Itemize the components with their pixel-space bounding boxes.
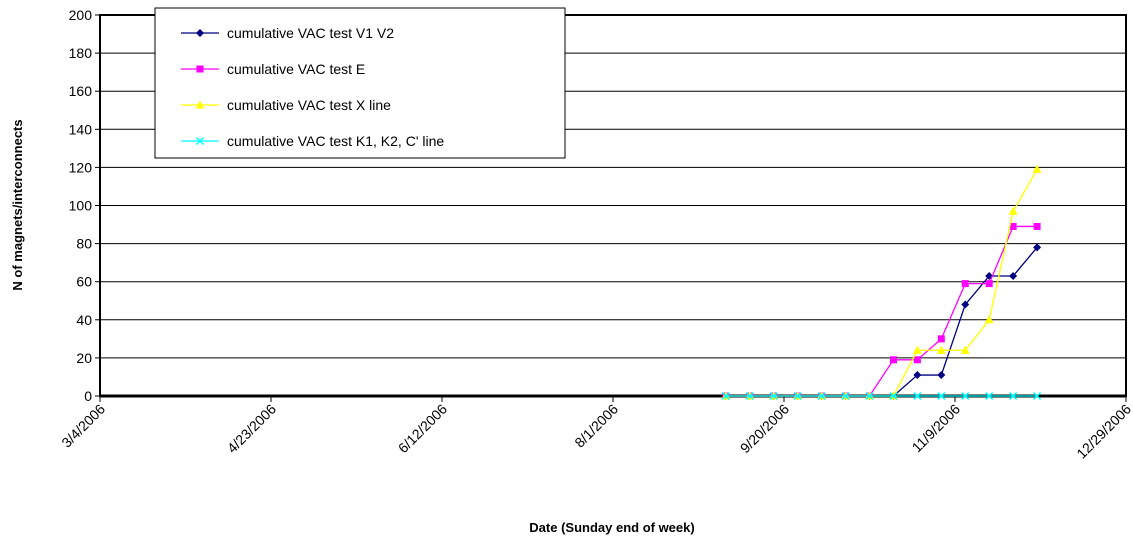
marker bbox=[913, 391, 922, 401]
marker bbox=[1033, 391, 1042, 401]
marker bbox=[1032, 164, 1042, 173]
y-tick-label: 40 bbox=[76, 312, 92, 328]
x-axis-label: Date (Sunday end of week) bbox=[529, 520, 694, 535]
y-axis-label: N of magnets/interconnects bbox=[10, 119, 25, 290]
marker bbox=[196, 29, 204, 37]
x-tick-label: 9/20/2006 bbox=[737, 401, 793, 457]
marker bbox=[196, 65, 204, 73]
marker bbox=[1033, 222, 1041, 230]
marker bbox=[865, 391, 874, 401]
x-tick-label: 11/9/2006 bbox=[908, 401, 963, 456]
y-tick-label: 0 bbox=[84, 388, 92, 404]
marker bbox=[195, 100, 205, 109]
marker bbox=[1009, 391, 1018, 401]
marker bbox=[985, 391, 994, 401]
marker bbox=[961, 300, 970, 309]
y-tick-label: 100 bbox=[69, 198, 93, 214]
marker bbox=[1008, 206, 1018, 215]
y-tick-label: 180 bbox=[69, 45, 93, 61]
legend-label: cumulative VAC test V1 V2 bbox=[227, 25, 394, 41]
series-line bbox=[725, 225, 1038, 397]
marker bbox=[961, 391, 970, 401]
legend-box bbox=[154, 7, 566, 159]
legend-label: cumulative VAC test K1, K2, C' line bbox=[227, 133, 444, 149]
y-tick-label: 60 bbox=[76, 274, 92, 290]
marker bbox=[913, 371, 922, 380]
x-tick-label: 3/4/2006 bbox=[58, 401, 108, 451]
marker bbox=[1033, 243, 1042, 252]
marker bbox=[889, 356, 897, 364]
y-tick-label: 120 bbox=[69, 159, 93, 175]
legend-label: cumulative VAC test E bbox=[227, 61, 365, 77]
legend-label: cumulative VAC test X line bbox=[227, 97, 391, 113]
marker bbox=[912, 345, 922, 354]
marker bbox=[745, 391, 754, 401]
x-tick-label: 12/29/2006 bbox=[1073, 401, 1133, 462]
x-tick-label: 8/1/2006 bbox=[571, 401, 621, 451]
marker bbox=[889, 391, 898, 401]
y-tick-label: 20 bbox=[76, 350, 92, 366]
y-tick-label: 140 bbox=[69, 121, 93, 137]
marker bbox=[961, 280, 969, 288]
marker bbox=[937, 335, 945, 343]
marker bbox=[985, 280, 993, 288]
y-tick-label: 80 bbox=[76, 236, 92, 252]
marker bbox=[195, 136, 205, 146]
marker bbox=[960, 345, 970, 354]
marker bbox=[1009, 222, 1017, 230]
marker bbox=[817, 391, 826, 401]
marker bbox=[841, 391, 850, 401]
x-tick-label: 4/23/2006 bbox=[224, 401, 280, 457]
y-tick-label: 200 bbox=[69, 7, 93, 23]
marker bbox=[984, 315, 994, 324]
marker bbox=[793, 391, 802, 401]
marker bbox=[936, 345, 946, 354]
x-tick-label: 6/12/2006 bbox=[395, 401, 451, 457]
marker bbox=[913, 356, 921, 364]
marker bbox=[937, 391, 946, 401]
marker bbox=[721, 391, 730, 401]
marker bbox=[769, 391, 778, 401]
marker bbox=[937, 371, 946, 380]
y-tick-label: 160 bbox=[69, 83, 93, 99]
marker bbox=[1009, 271, 1018, 280]
